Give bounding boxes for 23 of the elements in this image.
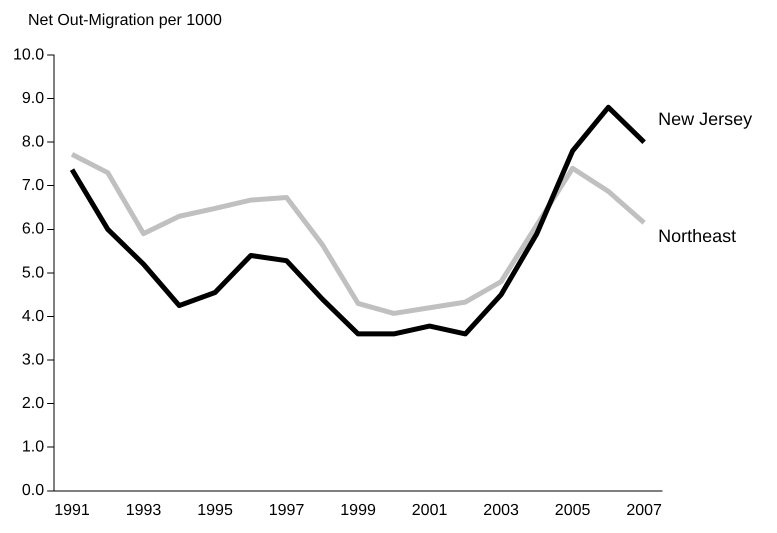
y-tick-label: 10.0	[13, 46, 44, 64]
x-tick-label: 1991	[54, 502, 90, 519]
y-tick-label: 4.0	[22, 308, 44, 325]
x-tick-label: 2001	[412, 502, 448, 519]
y-tick-label: 9.0	[22, 90, 44, 107]
x-tick-label: 1993	[126, 502, 162, 519]
x-tick-label: 1997	[268, 502, 304, 519]
x-tick-label: 2007	[626, 502, 662, 519]
x-tick-label: 1995	[197, 502, 233, 519]
y-tick-label: 7.0	[22, 177, 44, 194]
y-tick-label: 2.0	[22, 395, 44, 412]
y-axis-title: Net Out-Migration per 1000	[28, 12, 222, 30]
y-tick-label: 0.0	[22, 482, 44, 500]
y-tick-label: 6.0	[22, 220, 44, 238]
y-tick-label: 8.0	[22, 134, 44, 151]
series-label: New Jersey	[658, 109, 752, 130]
series-label: Northeast	[658, 226, 736, 246]
y-tick-label: 3.0	[22, 351, 44, 368]
y-tick-label: 5.0	[22, 264, 44, 282]
x-tick-label: 2005	[554, 502, 591, 519]
x-tick-label: 1999	[340, 502, 376, 519]
y-tick-label: 1.0	[22, 438, 44, 456]
x-tick-label: 2003	[483, 502, 519, 519]
